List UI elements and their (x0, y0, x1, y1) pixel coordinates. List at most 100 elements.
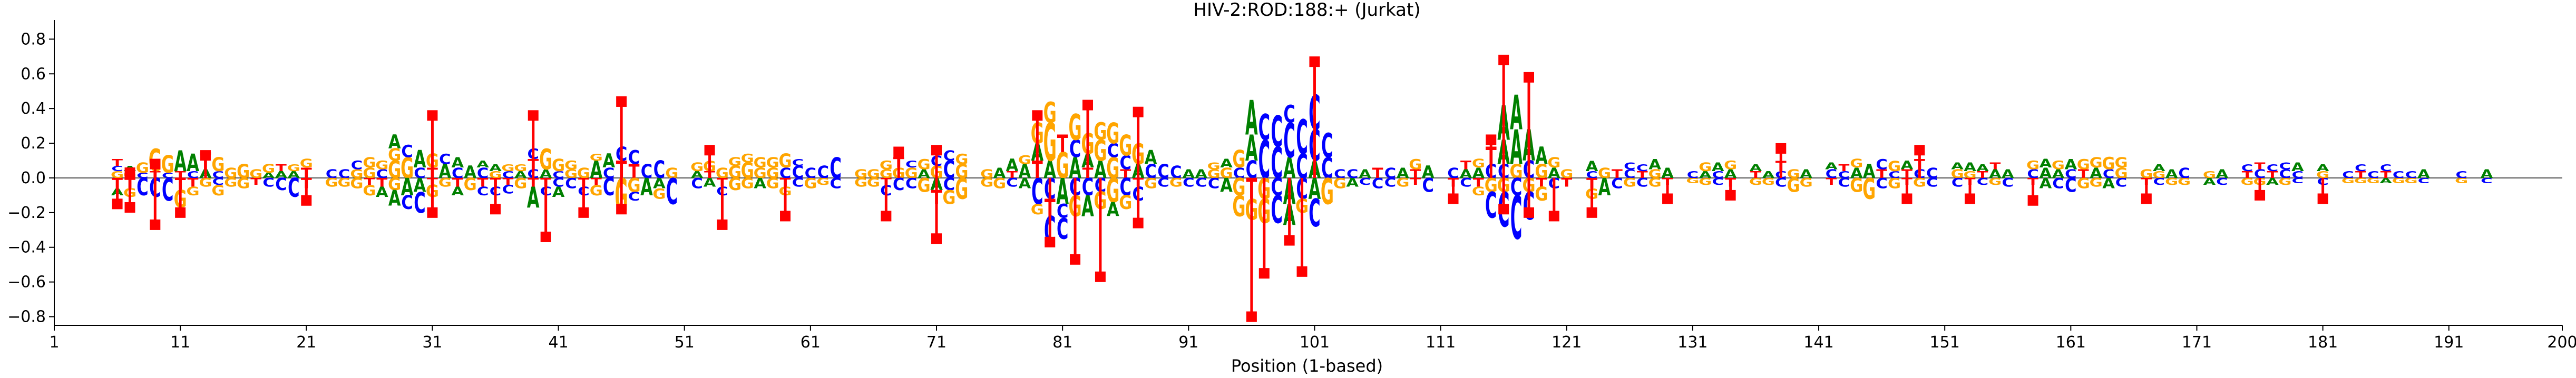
logo-letter-C: C (603, 174, 614, 202)
logo-letter-C: C (1057, 213, 1068, 246)
logo-letter-A: A (2266, 176, 2279, 187)
logo-letter-A: A (2040, 165, 2052, 182)
logo-letter-C: C (414, 187, 425, 220)
logo-letter-A: A (1510, 85, 1523, 141)
logo-letter-G: G (325, 176, 338, 190)
bar-cap (2317, 193, 2328, 204)
logo-letter-G: G (1862, 173, 1876, 206)
bar-cap (150, 219, 161, 230)
bar-cap (1032, 110, 1043, 121)
logo-letter-C: C (1838, 169, 1850, 180)
logo-letter-A: A (691, 169, 704, 180)
logo-letter-G: G (1560, 167, 1573, 181)
logo-letter-A: A (1863, 160, 1876, 182)
logo-letter-A: A (1195, 167, 1207, 181)
logo-letter-G: G (1623, 176, 1636, 190)
logo-letter-G: G (590, 152, 603, 163)
logo-letter-G: G (1031, 201, 1044, 218)
logo-letter-C: C (162, 171, 173, 180)
logo-letter-G: G (1535, 160, 1548, 182)
logo-letter-G: G (665, 165, 678, 182)
x-tick-label: 111 (1426, 333, 1456, 352)
logo-letter-G: G (187, 185, 200, 198)
logo-letter-A: A (414, 174, 426, 196)
logo-letter-C: C (2027, 167, 2038, 181)
x-tick-label: 161 (2056, 333, 2086, 352)
logo-letter-C: C (2267, 162, 2278, 173)
logo-letter-T: T (2255, 161, 2266, 172)
logo-letter-G: G (161, 151, 174, 179)
logo-letter-G: G (1396, 176, 1409, 190)
x-tick-label: 11 (170, 333, 190, 352)
logo-letter-T: T (1901, 167, 1913, 181)
logo-letter-C: C (1712, 176, 1724, 187)
logo-letter-C: C (1031, 171, 1043, 213)
logo-letter-C: C (1422, 174, 1433, 196)
logo-letter-A: A (754, 175, 766, 192)
logo-letter-C: C (262, 176, 274, 190)
logo-letter-G: G (955, 160, 968, 182)
logo-letter-C: C (1838, 176, 1850, 190)
logo-letter-A: A (2417, 167, 2430, 181)
logo-letter-T: T (2380, 169, 2392, 180)
logo-letter-G: G (1963, 169, 1976, 180)
logo-letter-T: T (1410, 176, 1421, 187)
logo-letter-G: G (2090, 176, 2103, 190)
logo-letter-T: T (376, 176, 388, 190)
logo-letter-T: T (1989, 161, 2001, 172)
logo-letter-C: C (1082, 174, 1094, 202)
logo-letter-C: C (1183, 176, 1194, 190)
logo-letter-A: A (1081, 190, 1094, 223)
logo-letter-A: A (1989, 167, 2002, 181)
y-tick-label: −0.6 (7, 273, 46, 292)
logo-letter-G: G (1800, 176, 1813, 190)
logo-letter-A: A (1964, 161, 1976, 174)
x-tick-label: 191 (2434, 333, 2464, 352)
logo-letter-T: T (528, 176, 539, 190)
logo-letter-G: G (2341, 176, 2355, 185)
logo-letter-T: T (1460, 158, 1472, 172)
logo-letter-T: T (1750, 169, 1761, 180)
logo-letter-G: G (1220, 165, 1233, 182)
logo-letter-C: C (326, 167, 337, 181)
logo-letter-C: C (351, 158, 363, 172)
logo-letter-G: G (388, 175, 401, 195)
logo-letter-G: G (1648, 176, 1662, 190)
logo-letter-A: A (2153, 162, 2165, 173)
logo-letter-A: A (1460, 167, 1472, 181)
logo-letter-C: C (1271, 108, 1283, 157)
logo-letter-C: C (1712, 169, 1724, 180)
logo-letter-G: G (2241, 176, 2254, 187)
x-axis-label: Position (1-based) (1231, 356, 1383, 376)
bar-cap (1448, 193, 1459, 204)
logo-letter-T: T (591, 176, 602, 187)
bar-cap (717, 219, 728, 230)
bar-cap (1284, 235, 1295, 246)
logo-letter-T: T (1057, 131, 1068, 158)
bar-cap (528, 110, 539, 121)
logo-letter-A: A (1850, 165, 1863, 182)
logo-letter-G: G (690, 161, 704, 174)
x-tick-label: 200 (2547, 333, 2576, 352)
logo-letter-T: T (1473, 176, 1485, 190)
logo-letter-C: C (691, 175, 702, 192)
logo-letter-T: T (2267, 169, 2278, 180)
logo-letter-C: C (1321, 152, 1333, 185)
logo-letter-G: G (590, 182, 603, 199)
bar-cap (540, 231, 551, 242)
logo-letter-C: C (1826, 167, 1837, 181)
bar-cap (1548, 211, 1559, 222)
logo-letter-G: G (199, 176, 212, 190)
logo-letter-A: A (1901, 158, 1914, 172)
logo-letter-G: G (539, 143, 552, 176)
logo-letter-C: C (1460, 176, 1471, 190)
logo-letter-G: G (1472, 157, 1485, 171)
bar-cap (616, 204, 627, 215)
logo-letter-C: C (2380, 162, 2392, 173)
logo-letter-C: C (288, 173, 299, 203)
logo-letter-G: G (1056, 145, 1069, 187)
logo-letter-T: T (477, 176, 489, 190)
logo-letter-C: C (136, 171, 148, 180)
logo-letter-C: C (2153, 176, 2165, 187)
logo-letter-C: C (1384, 165, 1396, 182)
